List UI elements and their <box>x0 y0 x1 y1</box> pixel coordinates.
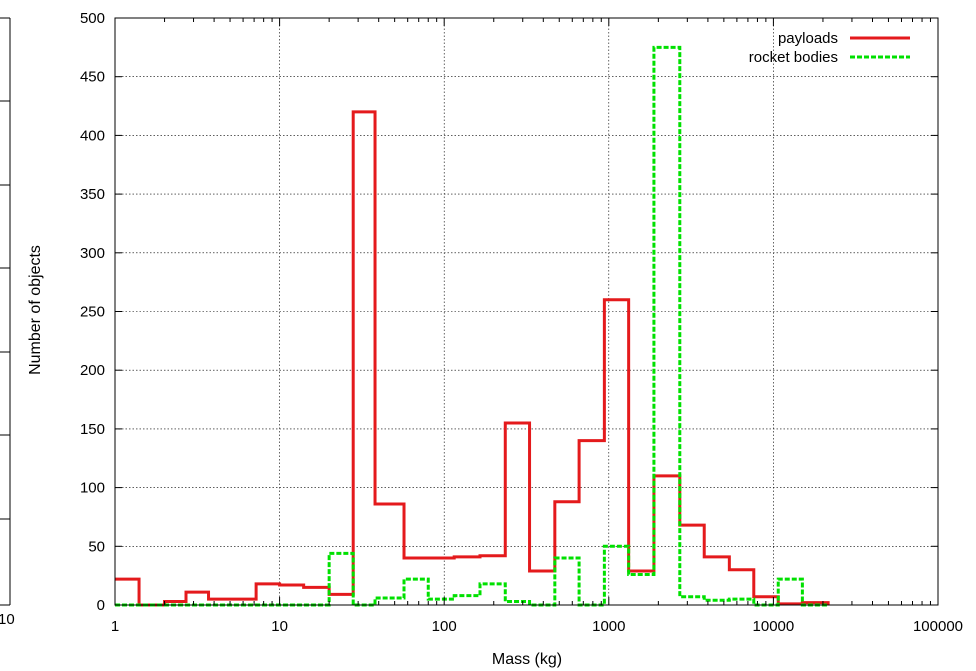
y-tick-label: 350 <box>80 186 105 203</box>
x-tick-label: 1000 <box>592 618 625 635</box>
x-axis: 1 10 100 1000 10000 100000 <box>111 18 963 635</box>
y-tick-label: 200 <box>80 362 105 379</box>
y-tick-label: 300 <box>80 245 105 262</box>
y-tick-label: 250 <box>80 304 105 321</box>
y-tick-label: 500 <box>80 10 105 27</box>
x-tick-label: 1 <box>111 618 119 635</box>
legend: payloads rocket bodies <box>749 30 910 66</box>
x-tick-label: 10 <box>271 618 288 635</box>
series-payloads <box>115 110 830 607</box>
y-axis: 0 50 100 150 200 250 300 350 400 450 500 <box>80 10 938 614</box>
y-tick-label: 0 <box>97 597 105 614</box>
y-tick-label: 450 <box>80 69 105 86</box>
adjacent-panel-fragment: 10 <box>0 17 15 628</box>
adjacent-tick-fragment: 10 <box>0 611 15 628</box>
y-tick-label: 50 <box>88 538 105 555</box>
y-axis-title: Number of objects <box>27 245 44 375</box>
x-tick-label: 10000 <box>753 618 795 635</box>
y-tick-label: 150 <box>80 421 105 438</box>
x-tick-label: 100 <box>432 618 457 635</box>
legend-label: rocket bodies <box>749 49 838 66</box>
x-axis-title: Mass (kg) <box>492 651 562 668</box>
x-tick-label: 100000 <box>913 618 963 635</box>
legend-label: payloads <box>778 30 838 47</box>
series-layer <box>115 45 830 607</box>
series-rocket-bodies <box>115 45 829 607</box>
y-tick-label: 400 <box>80 127 105 144</box>
grid <box>115 18 938 605</box>
y-tick-label: 100 <box>80 480 105 497</box>
